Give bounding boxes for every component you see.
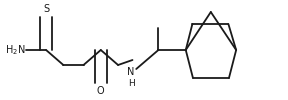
Text: N: N bbox=[127, 67, 135, 77]
Text: H$_2$N: H$_2$N bbox=[5, 43, 25, 57]
Text: H: H bbox=[128, 78, 134, 88]
Text: S: S bbox=[43, 4, 49, 14]
Text: O: O bbox=[97, 86, 105, 96]
